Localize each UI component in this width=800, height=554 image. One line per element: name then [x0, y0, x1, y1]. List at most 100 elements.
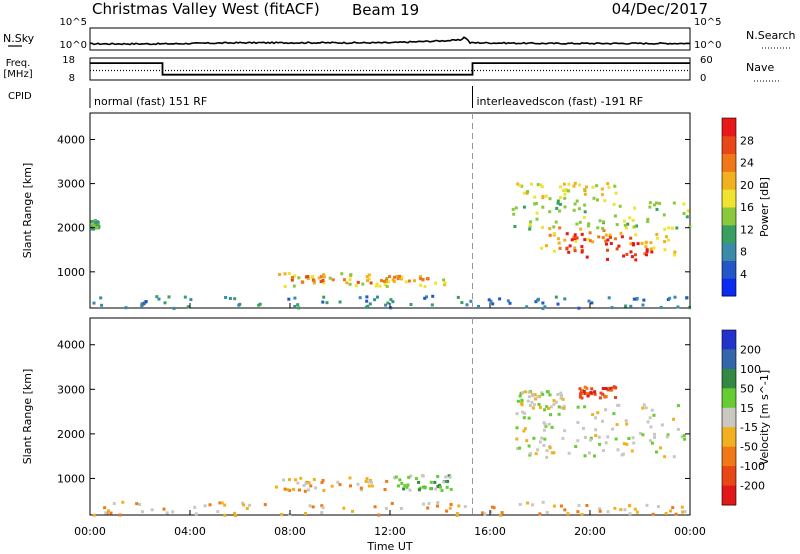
heatmap-cell: [298, 488, 301, 492]
heatmap-cell: [398, 478, 402, 482]
heatmap-cell: [586, 237, 590, 241]
heatmap-cell: [320, 481, 324, 484]
heatmap-cell: [382, 279, 386, 283]
heatmap-cell: [648, 205, 652, 209]
heatmap-cell: [348, 282, 352, 286]
heatmap-cell: [583, 238, 587, 242]
heatmap-cell: [645, 503, 649, 507]
heatmap-cell: [604, 395, 608, 399]
heatmap-cell: [140, 510, 144, 514]
heatmap-cell: [673, 250, 677, 254]
heatmap-cell: [522, 416, 526, 420]
heatmap-cell: [314, 486, 318, 490]
heatmap-cell: [602, 229, 606, 233]
colorbar-swatch: [722, 260, 736, 279]
heatmap-cell: [558, 246, 562, 250]
heatmap-cell: [418, 486, 422, 490]
heatmap-cell: [99, 296, 103, 300]
heatmap-cell: [278, 273, 281, 276]
heatmap-cell: [540, 436, 544, 440]
heatmap-cell: [489, 299, 493, 303]
heatmap-cell: [369, 281, 373, 285]
heatmap-cell: [606, 435, 610, 439]
heatmap-cell: [508, 301, 512, 305]
heatmap-cell: [545, 455, 549, 459]
heatmap-cell: [662, 213, 666, 217]
heatmap-cell: [389, 298, 393, 302]
heatmap-cell: [354, 284, 358, 288]
heatmap-cell: [614, 386, 618, 390]
search-ylabel: N.Search: [746, 29, 796, 42]
heatmap-cell: [552, 451, 556, 455]
heatmap-cell: [385, 479, 389, 483]
heatmap-cell: [419, 283, 423, 287]
heatmap-cell: [567, 451, 571, 455]
colorbar-swatch: [722, 242, 736, 261]
heatmap-cell: [536, 395, 540, 399]
heatmap-cell: [321, 279, 325, 282]
heatmap-cell: [525, 305, 529, 309]
freq-ylabel: Freq.: [6, 58, 31, 69]
sky-tick-right: 10^0: [694, 40, 721, 51]
heatmap-cell: [440, 489, 444, 492]
heatmap-cell: [583, 188, 587, 192]
colorbar-swatch: [722, 485, 736, 506]
heatmap-cell: [539, 405, 542, 409]
heatmap-cell: [599, 391, 603, 395]
heatmap-cell: [331, 278, 335, 282]
heatmap-cell: [553, 232, 556, 235]
heatmap-cell: [564, 188, 568, 192]
heatmap-cell: [560, 406, 564, 410]
heatmap-cell: [582, 215, 586, 219]
heatmap-cell: [571, 235, 575, 239]
heatmap-cell: [616, 448, 620, 452]
heatmap-cell: [336, 480, 340, 484]
heatmap-cell: [583, 454, 587, 458]
heatmap-cell: [641, 303, 645, 307]
heatmap-cell: [312, 281, 316, 285]
heatmap-cell: [365, 275, 369, 279]
heatmap-cell: [391, 278, 395, 282]
heatmap-cell: [626, 222, 630, 226]
heatmap-cell: [665, 435, 669, 439]
heatmap-cell: [257, 303, 261, 307]
heatmap-cell: [370, 484, 374, 488]
heatmap-cell: [531, 406, 535, 410]
heatmap-cell: [623, 508, 627, 512]
heatmap-cell: [393, 476, 397, 480]
heatmap-cell: [631, 218, 635, 222]
heatmap-cell: [636, 242, 640, 246]
colorbar-label: Power [dB]: [758, 177, 771, 237]
heatmap-cell: [460, 301, 464, 305]
heatmap-cell: [489, 510, 493, 514]
heatmap-cell: [384, 507, 388, 510]
heatmap-cell: [544, 194, 548, 198]
heatmap-cell: [659, 305, 663, 309]
heatmap-cell: [481, 511, 485, 515]
heatmap-cell: [528, 395, 531, 399]
heatmap-cell: [306, 277, 310, 281]
heatmap-cell: [562, 406, 566, 410]
heatmap-cell: [576, 405, 580, 409]
heatmap-cell: [241, 501, 245, 505]
heatmap-cell: [579, 392, 583, 396]
heatmap-cell: [644, 240, 648, 244]
heatmap-cell: [545, 244, 548, 248]
sky-noise-panel: N.Sky 10^5 10^0 10^5 10^0 N.Search: [3, 17, 796, 51]
heatmap-cell: [589, 436, 593, 440]
heatmap-cell: [392, 280, 396, 283]
heatmap-cell: [223, 513, 227, 517]
heatmap-cell: [672, 417, 675, 421]
heatmap-cell: [578, 220, 582, 224]
heatmap-cell: [559, 391, 563, 395]
heatmap-cell: [642, 403, 646, 407]
heatmap-cell: [97, 225, 101, 229]
cpid-segment-text: normal (fast) 151 RF: [94, 95, 207, 108]
heatmap-cell: [548, 393, 552, 397]
heatmap-cell: [383, 488, 387, 491]
heatmap-cell: [585, 255, 589, 259]
heatmap-cell: [630, 449, 634, 453]
heatmap-cell: [630, 255, 634, 259]
heatmap-cell: [674, 512, 678, 516]
heatmap-cell: [545, 405, 549, 409]
